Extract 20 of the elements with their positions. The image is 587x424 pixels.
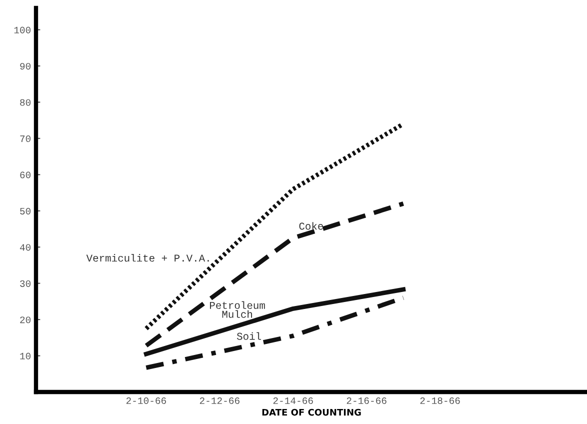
- y-tick-label: 100: [14, 26, 31, 34]
- series-label: Coke: [299, 222, 324, 230]
- y-tick-label: 10: [20, 352, 31, 360]
- x-axis-title: DATE OF COUNTING: [262, 408, 361, 416]
- x-tick-label: 2-12-66: [200, 397, 240, 404]
- series-label: Soil: [236, 332, 261, 340]
- y-tick-label: 60: [20, 172, 31, 178]
- y-tick-label: 50: [20, 208, 31, 214]
- y-tick-label: 30: [20, 280, 31, 287]
- x-tick-label: 2-18-66: [420, 397, 460, 404]
- y-tick-label: 40: [20, 244, 31, 251]
- y-tick-label: 70: [20, 135, 31, 142]
- x-tick-label: 2-16-66: [346, 397, 386, 404]
- y-tick-label: 20: [20, 316, 31, 324]
- series-label: Petroleum Mulch: [210, 301, 265, 318]
- y-tick-label: 80: [20, 99, 31, 106]
- x-tick-label: 2-14-66: [273, 397, 313, 404]
- series-label: Vermiculite + P.V.A.: [86, 254, 209, 262]
- y-tick-label: 90: [20, 62, 31, 70]
- x-tick-label: 2-10-66: [126, 397, 166, 404]
